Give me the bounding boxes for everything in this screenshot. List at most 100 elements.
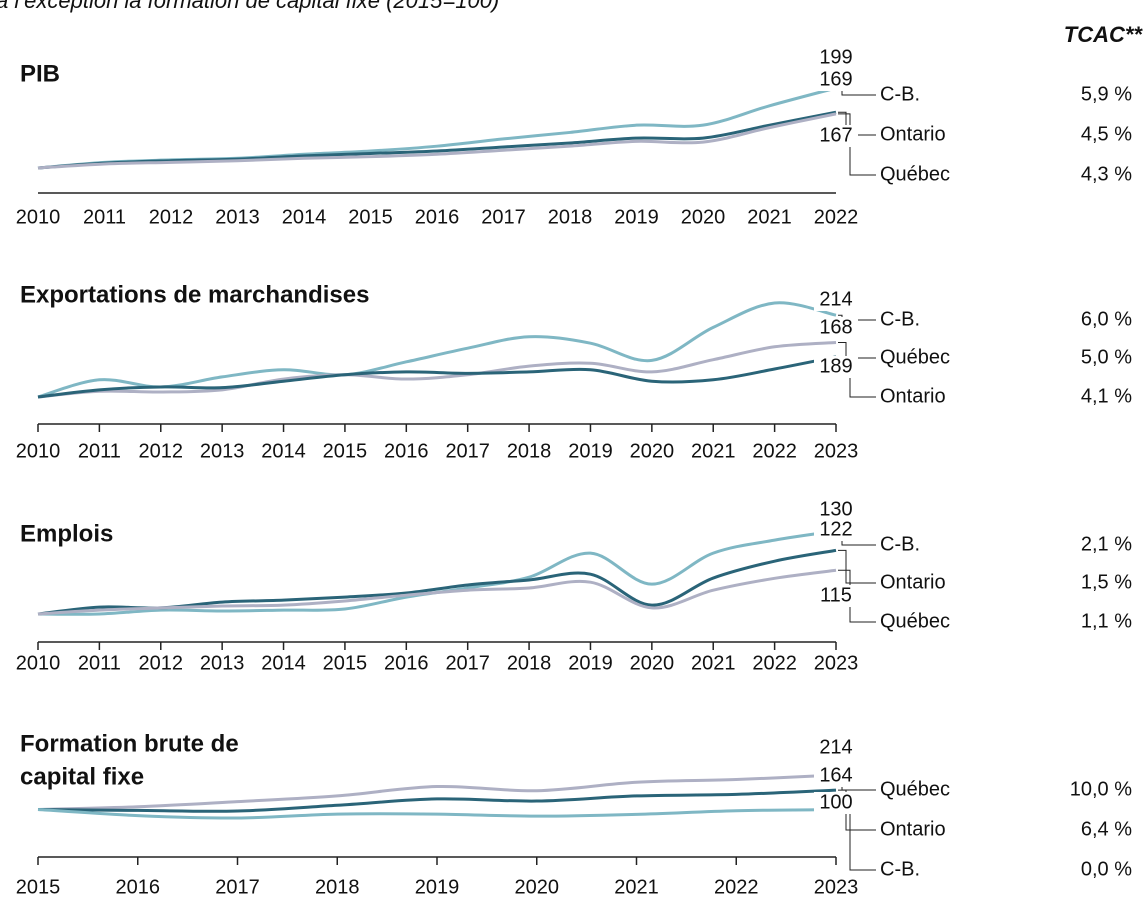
x-tick-label: 2014 xyxy=(261,440,306,462)
cagr-value: 6,4 % xyxy=(1081,818,1132,840)
x-tick-label: 2012 xyxy=(149,206,194,228)
x-tick-label: 2011 xyxy=(83,206,126,228)
cagr-value: 4,1 % xyxy=(1081,385,1132,407)
series-line xyxy=(37,86,837,170)
x-tick-label: 2023 xyxy=(814,652,859,674)
series-line xyxy=(37,808,837,820)
end-label: 122 xyxy=(819,518,852,540)
x-tick-label: 2021 xyxy=(691,652,736,674)
label-bg xyxy=(814,47,858,69)
x-tick-label: 2014 xyxy=(282,206,327,228)
x-tick-label: 2019 xyxy=(614,206,659,228)
leader-line xyxy=(838,809,876,871)
end-label: 168 xyxy=(819,316,852,338)
end-label: 189 xyxy=(819,355,852,377)
legend-label: C-B. xyxy=(880,83,920,105)
x-tick-label: 2020 xyxy=(630,652,675,674)
legend-label: Ontario xyxy=(880,385,946,407)
x-tick-label: 2017 xyxy=(215,876,260,898)
x-tick-label: 2016 xyxy=(116,876,161,898)
end-label: 130 xyxy=(819,498,852,520)
x-tick-label: 2013 xyxy=(200,440,245,462)
legend-label: C-B. xyxy=(880,308,920,330)
end-label: 100 xyxy=(819,791,852,813)
series-line xyxy=(37,301,837,399)
chart-panel: Exportations de marchandises 2010 2011 2012… xyxy=(16,281,1132,462)
series-line xyxy=(37,568,837,616)
series-line xyxy=(37,355,837,399)
legend-label: Québec xyxy=(880,778,950,800)
x-tick-label: 2023 xyxy=(814,876,859,898)
x-tick-label: 2015 xyxy=(323,652,368,674)
label-bg xyxy=(814,125,858,147)
series-line xyxy=(37,529,837,616)
legend-label: Ontario xyxy=(880,123,946,145)
label-bg xyxy=(814,499,858,521)
x-tick-label: 2022 xyxy=(714,876,759,898)
x-tick-label: 2018 xyxy=(507,652,552,674)
x-tick-label: 2023 xyxy=(814,440,859,462)
x-tick-label: 2020 xyxy=(630,440,675,462)
cagr-value: 6,0 % xyxy=(1081,308,1132,330)
end-label: 167 xyxy=(819,124,852,146)
cagr-value: 0,0 % xyxy=(1081,858,1132,880)
chart-title: Formation brute de xyxy=(20,730,239,757)
cagr-value: 2,1 % xyxy=(1081,533,1132,555)
leader-line xyxy=(838,341,876,359)
x-tick-label: 2019 xyxy=(568,440,613,462)
legend-label: Québec xyxy=(880,346,950,368)
label-bg xyxy=(814,737,858,759)
x-tick-label: 2010 xyxy=(16,652,61,674)
end-label: 214 xyxy=(819,288,852,310)
x-tick-label: 2010 xyxy=(16,440,61,462)
legend-label: Ontario xyxy=(880,571,946,593)
x-tick-label: 2011 xyxy=(78,440,121,462)
legend-label: C-B. xyxy=(880,858,920,880)
x-tick-label: 2018 xyxy=(315,876,360,898)
label-bg xyxy=(814,69,858,91)
series-line xyxy=(37,110,837,170)
series-line xyxy=(37,773,837,812)
x-tick-label: 2018 xyxy=(507,440,552,462)
end-label: 199 xyxy=(819,46,852,68)
subtitle: à l’exception la formation de capital fi… xyxy=(0,0,499,13)
label-bg xyxy=(814,585,858,607)
x-tick-label: 2020 xyxy=(681,206,726,228)
x-tick-label: 2014 xyxy=(261,652,306,674)
x-tick-label: 2012 xyxy=(139,440,184,462)
label-bg xyxy=(814,519,858,541)
x-tick-label: 2017 xyxy=(445,440,490,462)
end-label: 115 xyxy=(820,584,852,606)
legend-label: Québec xyxy=(880,610,950,632)
x-tick-label: 2018 xyxy=(548,206,593,228)
end-label: 164 xyxy=(819,764,852,786)
x-tick-label: 2012 xyxy=(139,652,184,674)
chart-title: Emplois xyxy=(20,520,113,547)
end-label: 214 xyxy=(819,736,852,758)
cagr-header: TCAC** xyxy=(1064,22,1144,47)
x-tick-label: 2016 xyxy=(384,440,429,462)
chart-title: capital fixe xyxy=(20,763,144,790)
series-line xyxy=(37,548,837,616)
legend-label: Québec xyxy=(880,163,950,185)
x-tick-label: 2022 xyxy=(814,206,859,228)
legend-label: C-B. xyxy=(880,533,920,555)
x-tick-label: 2016 xyxy=(384,652,429,674)
legend-label: Ontario xyxy=(880,818,946,840)
x-tick-label: 2020 xyxy=(515,876,560,898)
x-tick-label: 2021 xyxy=(747,206,792,228)
cagr-value: 4,3 % xyxy=(1081,163,1132,185)
label-bg xyxy=(814,765,858,787)
leader-line xyxy=(838,549,876,584)
x-tick-label: 2010 xyxy=(16,206,61,228)
chart-title: PIB xyxy=(20,60,60,87)
label-bg xyxy=(814,289,858,311)
chart-panel: Formation brute de capital fixe 2015 2016 20… xyxy=(16,730,1132,898)
x-tick-label: 2015 xyxy=(323,440,368,462)
cagr-value: 1,5 % xyxy=(1081,571,1132,593)
cagr-value: 10,0 % xyxy=(1070,778,1132,800)
x-tick-label: 2021 xyxy=(614,876,659,898)
series-line xyxy=(37,112,837,170)
x-tick-label: 2013 xyxy=(200,652,245,674)
